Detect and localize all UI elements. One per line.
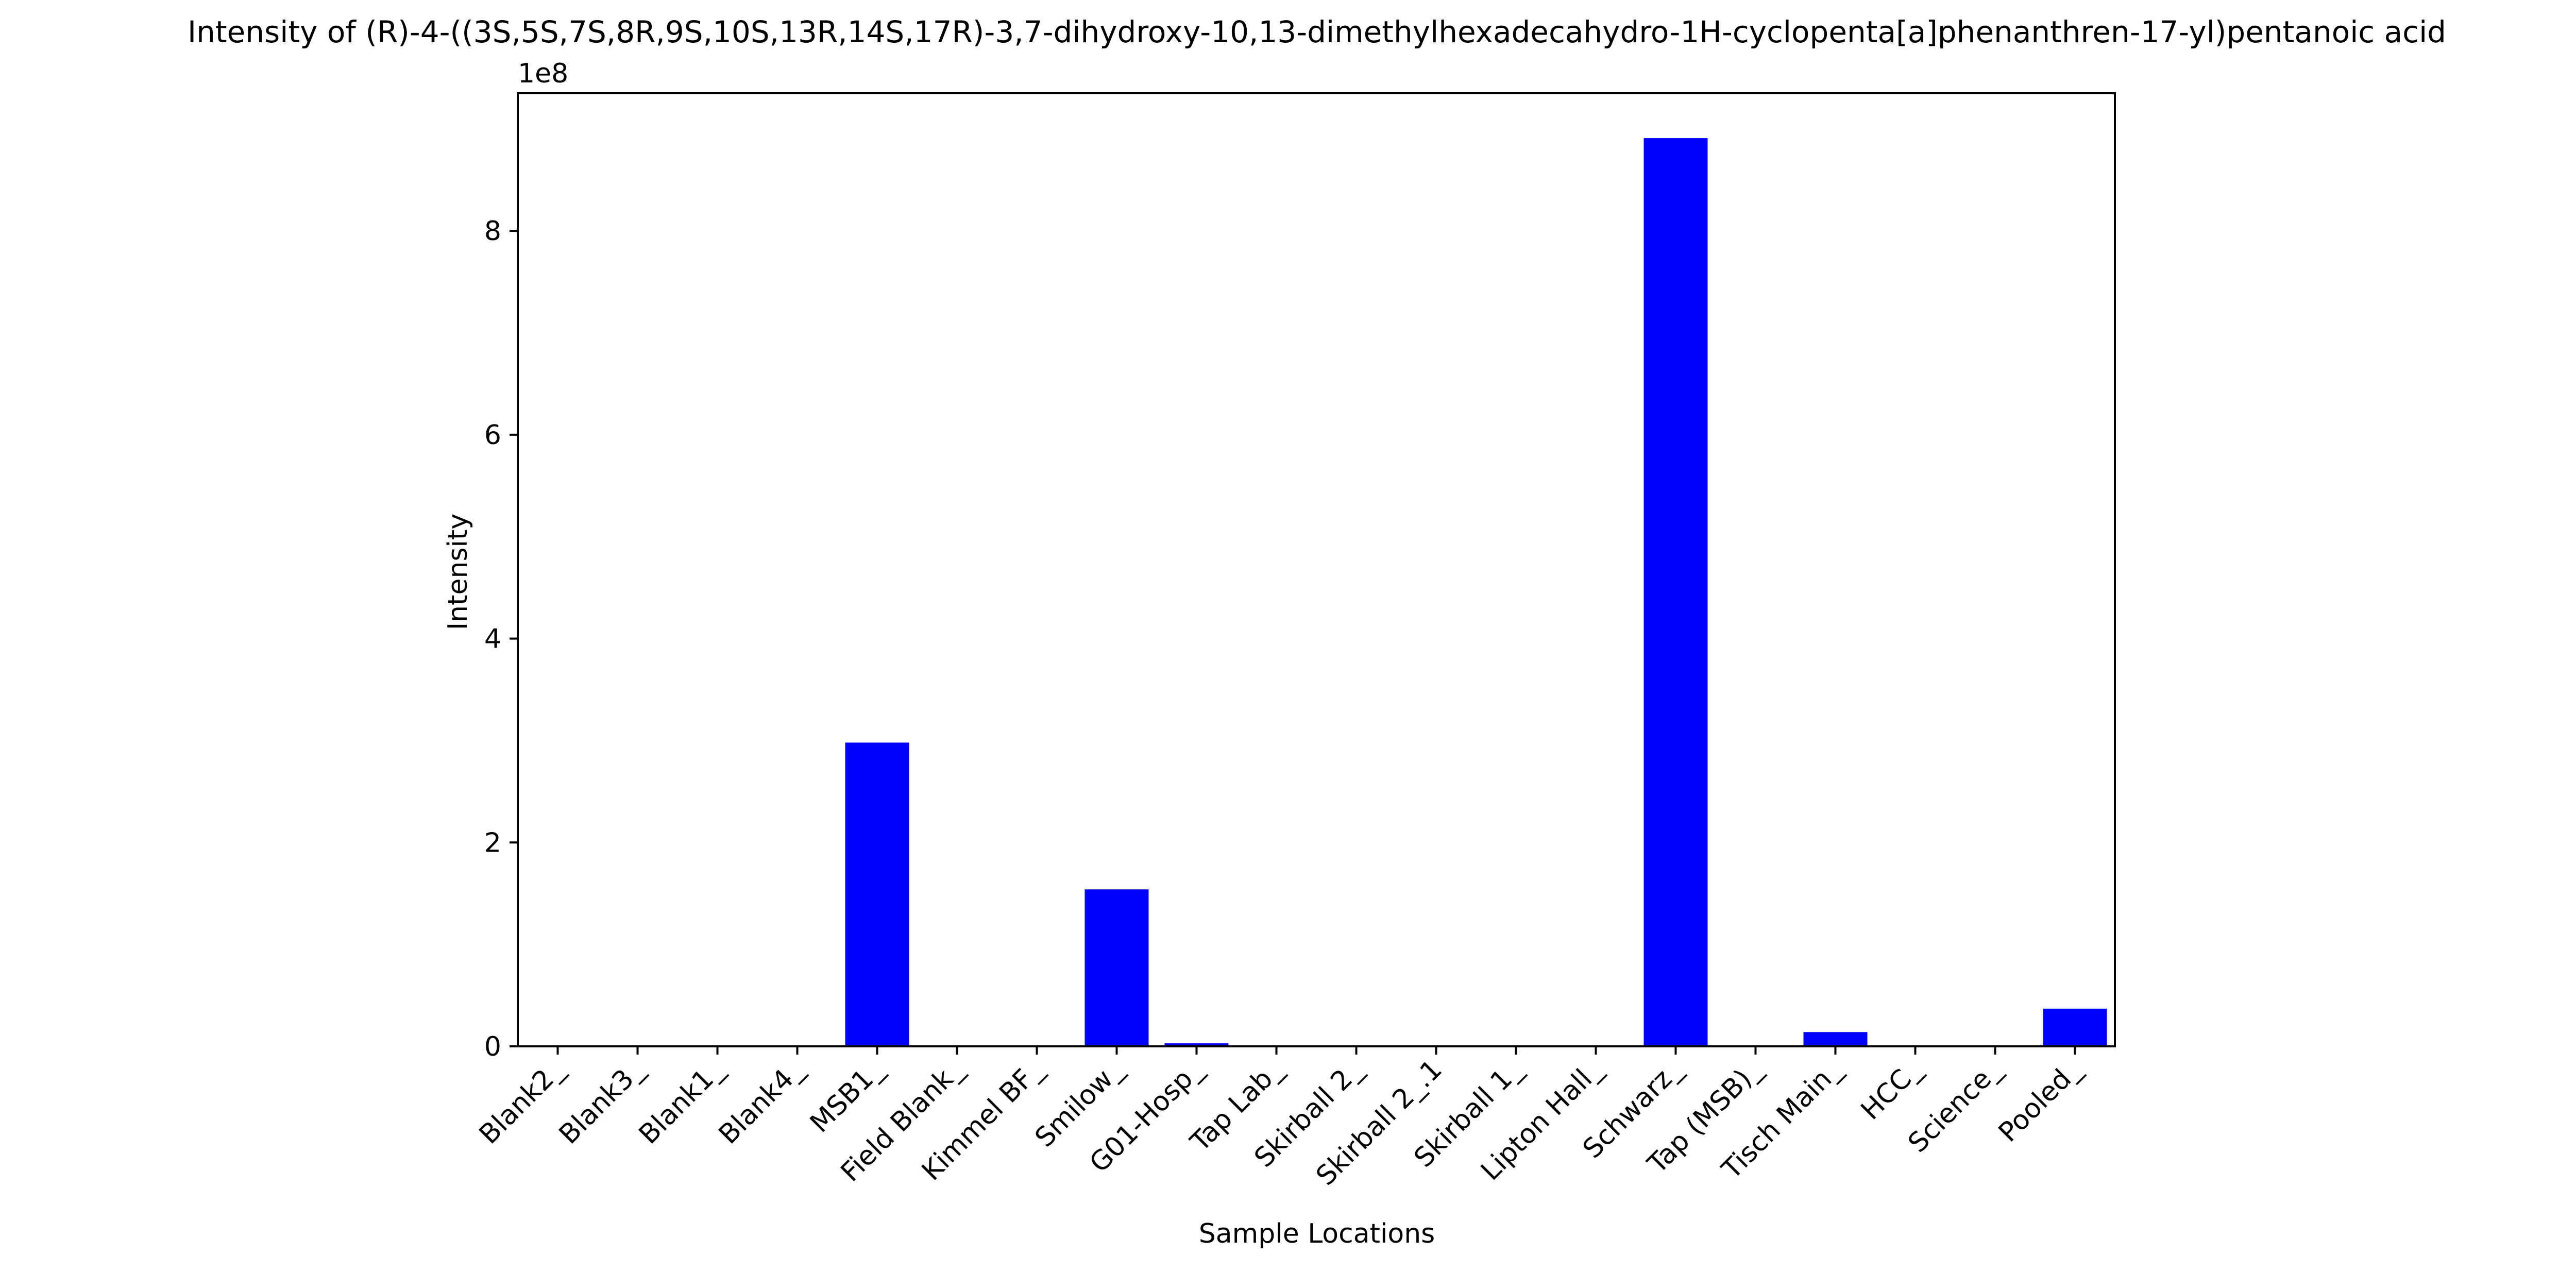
y-axis-offset-label: 1e8 — [518, 58, 568, 89]
x-axis-ticks: Blank2_Blank3_Blank1_Blank4_MSB1_Field B… — [473, 1046, 2087, 1192]
bar — [2043, 1008, 2107, 1046]
bar — [1164, 1043, 1229, 1046]
y-axis-label: Intensity — [443, 514, 473, 630]
chart-title: Intensity of (R)-4-((3S,5S,7S,8R,9S,10S,… — [188, 14, 2446, 49]
y-tick-label: 0 — [484, 1031, 501, 1062]
bars — [845, 138, 2107, 1047]
bar — [1803, 1032, 1868, 1046]
plot-frame — [517, 92, 2116, 1047]
y-axis-ticks: 0 2 4 6 8 — [484, 216, 518, 1062]
y-tick-label: 4 — [484, 624, 501, 655]
x-tick-label: Blank3_ — [553, 1054, 650, 1150]
bar — [1643, 138, 1708, 1047]
x-tick-label: Pooled_ — [1993, 1054, 2088, 1148]
x-tick-label: Blank4_ — [713, 1054, 809, 1150]
x-tick-label: Blank2_ — [473, 1054, 570, 1150]
y-tick-label: 6 — [484, 420, 501, 451]
bar — [1084, 889, 1149, 1046]
x-tick-label: Blank1_ — [633, 1054, 730, 1150]
y-tick-label: 8 — [484, 216, 501, 247]
x-tick-label: HCC_ — [1855, 1054, 1928, 1126]
bar — [845, 742, 909, 1046]
x-axis-label: Sample Locations — [1199, 1218, 1435, 1249]
y-tick-label: 2 — [484, 827, 501, 858]
